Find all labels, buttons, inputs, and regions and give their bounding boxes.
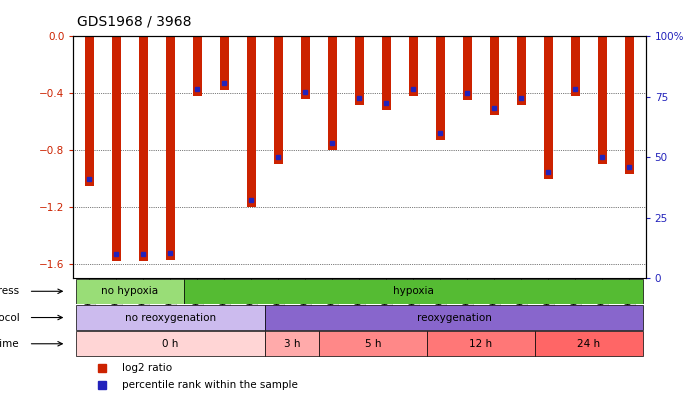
Text: no reoxygenation: no reoxygenation	[125, 313, 216, 322]
Bar	[355, 36, 364, 105]
Bar	[76, 331, 265, 356]
Bar	[535, 331, 643, 356]
Text: stress: stress	[0, 286, 20, 296]
Bar	[517, 36, 526, 105]
Bar	[265, 331, 319, 356]
Bar	[274, 36, 283, 164]
Text: reoxygenation: reoxygenation	[417, 313, 491, 322]
Bar	[328, 36, 337, 150]
Bar	[544, 36, 554, 179]
Text: 0 h: 0 h	[163, 339, 179, 349]
Text: percentile rank within the sample: percentile rank within the sample	[122, 380, 298, 390]
Bar	[319, 331, 427, 356]
Text: 12 h: 12 h	[469, 339, 493, 349]
Bar	[463, 36, 472, 100]
Bar	[112, 36, 121, 261]
Bar	[165, 36, 175, 260]
Bar	[220, 36, 229, 90]
Text: GDS1968 / 3968: GDS1968 / 3968	[77, 14, 191, 28]
Bar	[76, 279, 184, 304]
Text: no hypoxia: no hypoxia	[101, 286, 158, 296]
Bar	[247, 36, 256, 207]
Text: 24 h: 24 h	[577, 339, 600, 349]
Bar	[184, 279, 643, 304]
Bar	[84, 36, 94, 186]
Bar	[597, 36, 607, 164]
Bar	[265, 305, 643, 330]
Bar	[193, 36, 202, 96]
Bar	[382, 36, 391, 111]
Bar	[409, 36, 418, 96]
Text: time: time	[0, 339, 20, 349]
Text: 3 h: 3 h	[283, 339, 300, 349]
Bar	[571, 36, 580, 96]
Bar	[427, 331, 535, 356]
Text: log2 ratio: log2 ratio	[122, 362, 172, 373]
Text: 5 h: 5 h	[365, 339, 381, 349]
Text: hypoxia: hypoxia	[393, 286, 434, 296]
Bar	[490, 36, 499, 115]
Text: protocol: protocol	[0, 313, 20, 322]
Bar	[625, 36, 634, 175]
Bar	[139, 36, 148, 261]
Bar	[301, 36, 310, 99]
Bar	[436, 36, 445, 140]
Bar	[76, 305, 265, 330]
